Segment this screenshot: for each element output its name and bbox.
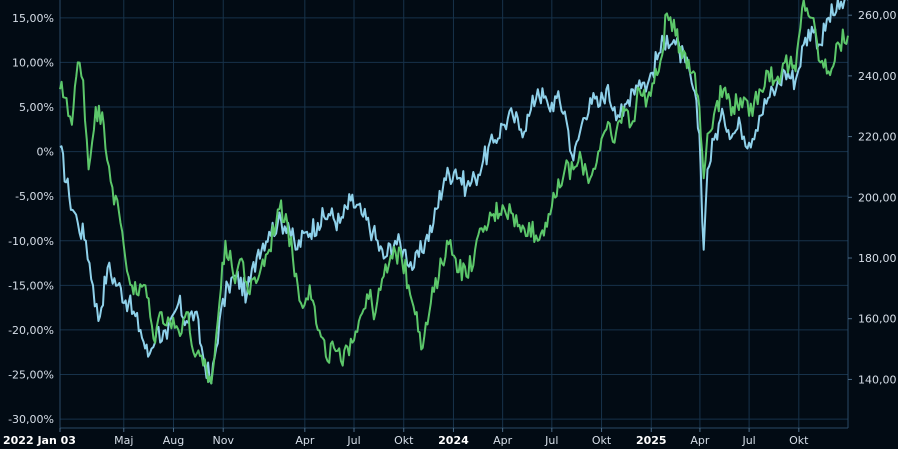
right-axis: 260,00 240,00 220,00 200,00 180,00 160,00 140,… bbox=[848, 9, 897, 386]
right-tick-label-4: 180,00 bbox=[858, 252, 897, 265]
x-tick-label-13: Jul bbox=[741, 434, 755, 447]
x-tick-label-5: Jul bbox=[346, 434, 360, 447]
right-tick-label-0: 260,00 bbox=[858, 9, 897, 22]
x-tick-label-7: 2024 bbox=[438, 434, 469, 447]
grid-lines bbox=[59, 0, 849, 429]
right-tick-label-2: 220,00 bbox=[858, 131, 897, 144]
left-tick-label-5: -10,00% bbox=[8, 235, 54, 248]
x-tick-label-14: Okt bbox=[789, 434, 809, 447]
x-tick-label-8: Apr bbox=[493, 434, 513, 447]
x-tick-label-12: Apr bbox=[690, 434, 710, 447]
x-tick-label-9: Jul bbox=[544, 434, 558, 447]
x-tick-label-1: Maj bbox=[114, 434, 133, 447]
left-tick-label-8: -25,00% bbox=[8, 369, 54, 382]
series-line-1 bbox=[59, 0, 849, 385]
right-tick-label-1: 240,00 bbox=[858, 70, 897, 83]
left-tick-label-4: -5,00% bbox=[15, 190, 54, 203]
x-tick-label-2: Aug bbox=[163, 434, 184, 447]
x-tick-label-6: Okt bbox=[394, 434, 414, 447]
left-tick-label-7: -20,00% bbox=[8, 324, 54, 337]
left-tick-label-2: 5,00% bbox=[19, 101, 54, 114]
left-tick-label-9: -30,00% bbox=[8, 413, 54, 426]
left-tick-label-0: 15,00% bbox=[12, 12, 54, 25]
x-tick-label-3: Nov bbox=[212, 434, 234, 447]
x-tick-label-0: 2022 Jan 03 bbox=[3, 434, 76, 447]
right-tick-label-3: 200,00 bbox=[858, 191, 897, 204]
x-tick-label-11: 2025 bbox=[636, 434, 667, 447]
series-lines bbox=[59, 0, 849, 385]
left-axis: 15,00% 10,00% 5,00% 0% -5,00% -10,00% -15,00% -… bbox=[8, 12, 54, 426]
right-tick-label-5: 160,00 bbox=[858, 313, 897, 326]
x-tick-label-4: Apr bbox=[295, 434, 315, 447]
series-line-0 bbox=[59, 0, 848, 385]
left-tick-label-3: 0% bbox=[37, 146, 54, 159]
right-tick-label-6: 140,00 bbox=[858, 373, 897, 386]
x-tick-label-10: Okt bbox=[592, 434, 612, 447]
left-tick-label-6: -15,00% bbox=[8, 279, 54, 292]
x-axis: 2022 Jan 03 Maj Aug Nov Apr Jul Okt 2024 Apr Jul O… bbox=[3, 428, 809, 447]
left-tick-label-1: 10,00% bbox=[12, 56, 54, 69]
